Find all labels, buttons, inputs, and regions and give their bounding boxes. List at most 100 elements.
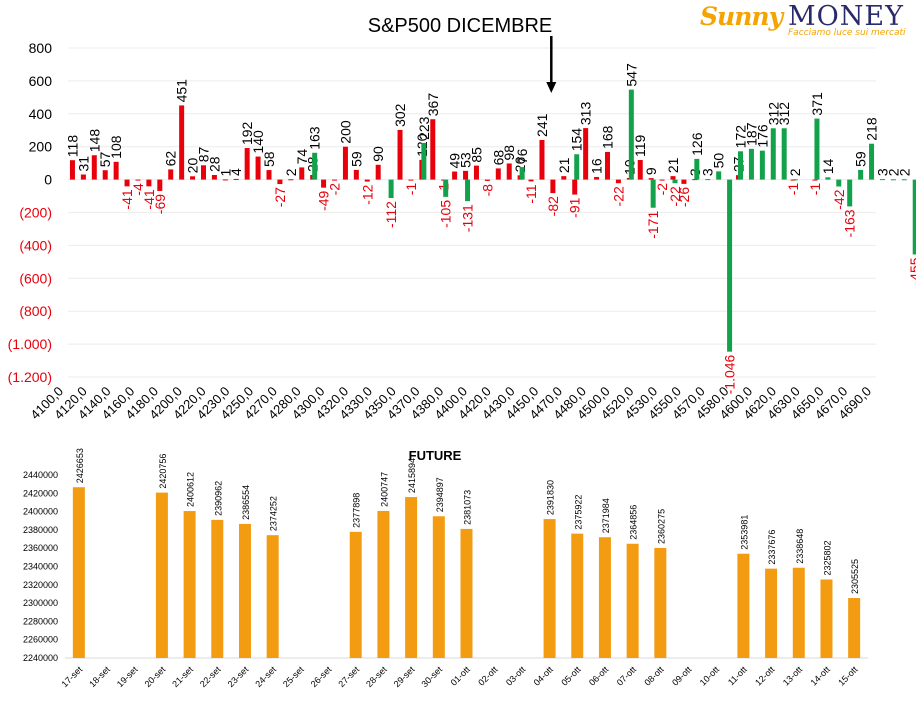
- bar: [869, 143, 875, 180]
- bar: [604, 151, 610, 180]
- bar: [681, 179, 687, 184]
- data-label: 2305525: [850, 559, 860, 594]
- x-tick-label: 24-set: [253, 664, 278, 689]
- bar: [443, 179, 449, 197]
- data-label: 371: [809, 92, 825, 116]
- logo-tagline: Facciamo luce sui mercati: [788, 28, 906, 38]
- data-label: -22: [610, 186, 626, 206]
- x-tick-label: 15-ott: [836, 664, 860, 688]
- data-label: 31: [75, 156, 91, 172]
- y-tick-label: 2300000: [23, 598, 58, 608]
- data-label: 68: [490, 150, 506, 166]
- data-label: 168: [599, 125, 615, 149]
- data-label: 21: [556, 157, 572, 173]
- y-tick-label: 2340000: [23, 562, 58, 572]
- y-tick-label: (1.200): [8, 369, 52, 385]
- data-label: 148: [86, 129, 102, 153]
- bar: [792, 179, 798, 181]
- data-label: 2377898: [352, 493, 362, 528]
- data-label: -1: [403, 183, 419, 196]
- bar: [190, 176, 196, 180]
- data-label: 2364856: [629, 505, 639, 540]
- x-tick-label: 12-ott: [753, 664, 777, 688]
- y-tick-label: 2380000: [23, 525, 58, 535]
- brand-logo: Sunny MONEY Facciamo luce sui mercati: [700, 1, 912, 42]
- data-label: 16: [589, 158, 605, 174]
- bar: [814, 118, 820, 180]
- bar: [244, 148, 250, 180]
- bar: [146, 179, 152, 187]
- bar: [879, 179, 885, 181]
- bar: [672, 179, 678, 184]
- bar: [179, 105, 185, 180]
- bar: [183, 511, 196, 658]
- data-label: 76: [514, 148, 530, 164]
- data-label: 218: [864, 117, 880, 141]
- bar: [266, 170, 272, 180]
- data-label: -27: [272, 187, 288, 207]
- data-label: 118: [64, 135, 80, 158]
- x-tick-label: 22-set: [198, 664, 223, 689]
- data-label: -49: [316, 190, 332, 210]
- bar: [388, 179, 394, 199]
- data-label: 1: [217, 168, 233, 176]
- bar: [825, 177, 831, 180]
- bar: [583, 128, 589, 180]
- x-tick-label: 25-set: [281, 664, 306, 689]
- bar: [574, 154, 580, 180]
- data-label: 87: [195, 147, 211, 163]
- bar: [200, 165, 206, 180]
- data-label: 2426653: [75, 448, 85, 483]
- bar: [659, 179, 665, 181]
- bar: [692, 179, 698, 181]
- x-tick-label: 01-ott: [449, 664, 473, 688]
- data-label: 2400612: [186, 472, 196, 507]
- sp500-strike-chart: 800 600 400 200 0 (200) (400) (600) (800) (1.000)…: [8, 15, 916, 422]
- data-label: 4: [228, 168, 244, 176]
- bar: [792, 567, 805, 658]
- data-label: 85: [468, 147, 484, 163]
- bar: [484, 179, 490, 181]
- bar: [770, 128, 776, 180]
- data-label: -8: [479, 184, 495, 197]
- bar: [738, 151, 744, 180]
- data-label: 119: [632, 134, 648, 157]
- data-label: 49: [447, 153, 463, 169]
- data-label: -112: [383, 201, 399, 228]
- bar: [463, 170, 469, 180]
- bar: [405, 497, 418, 658]
- bar: [781, 128, 787, 180]
- x-tick-label: 30-set: [419, 664, 444, 689]
- y-tick-label: 600: [29, 73, 53, 89]
- bar: [748, 148, 754, 180]
- bar: [650, 179, 656, 208]
- data-label: -1: [785, 183, 801, 196]
- bar: [572, 179, 578, 195]
- data-label: 2394897: [435, 477, 445, 512]
- data-label: 547: [623, 63, 639, 87]
- bar: [349, 531, 362, 658]
- bar: [901, 179, 907, 181]
- x-tick-label: 18-set: [87, 664, 112, 689]
- data-label: 223: [416, 116, 432, 140]
- data-label: 3: [700, 168, 716, 176]
- data-label: 74: [294, 149, 310, 165]
- data-label: 2415894: [407, 458, 417, 493]
- data-label: 154: [569, 128, 585, 152]
- bar: [637, 160, 643, 180]
- data-label: 2338648: [795, 529, 805, 564]
- bar: [506, 163, 512, 180]
- data-label: 302: [392, 103, 408, 127]
- data-label: 58: [261, 151, 277, 167]
- data-label: -4: [130, 183, 146, 196]
- bar: [238, 523, 251, 658]
- chart-title: FUTURE: [409, 448, 462, 463]
- bar: [397, 129, 403, 180]
- data-label: 14: [820, 159, 836, 175]
- bar: [135, 179, 141, 181]
- bar: [266, 535, 279, 658]
- bar: [519, 167, 525, 180]
- data-label: 20: [185, 158, 201, 174]
- bar: [628, 89, 634, 180]
- data-label: -455: [907, 257, 916, 285]
